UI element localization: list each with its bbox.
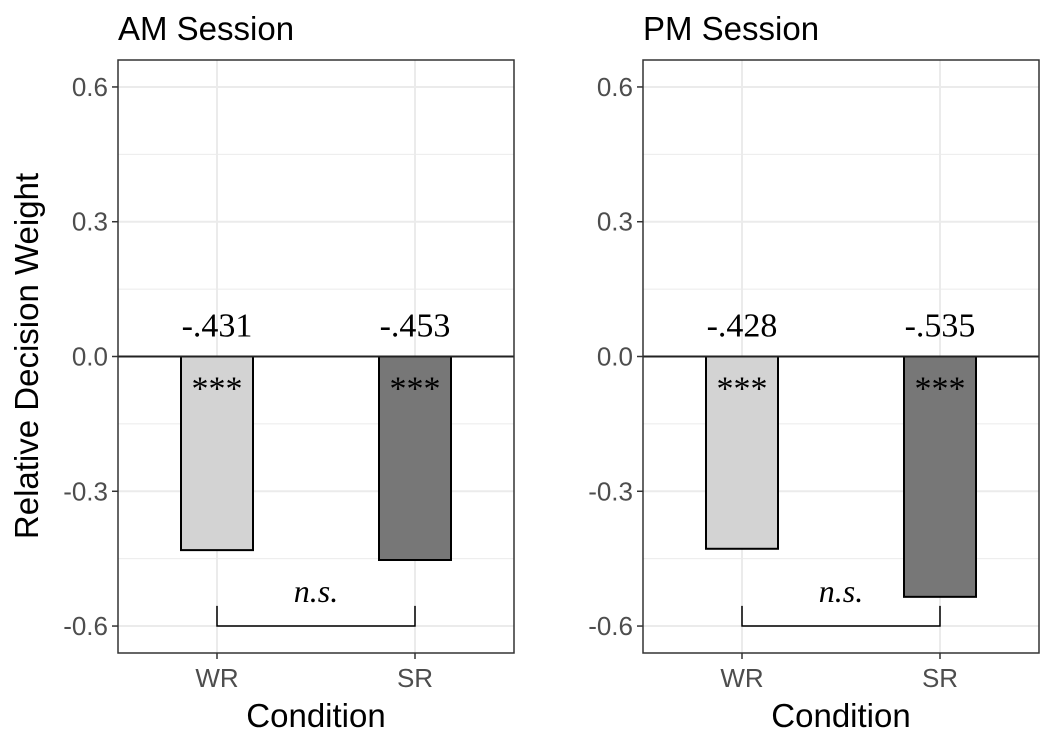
y-tick-label: -0.3 <box>63 476 108 506</box>
x-axis-label: Condition <box>771 697 910 734</box>
y-tick-label: 0.6 <box>72 72 108 102</box>
bar-sr <box>903 355 977 598</box>
y-tick-label: -0.6 <box>588 611 633 641</box>
significance-label: *** <box>390 371 441 408</box>
significance-label: *** <box>717 371 768 408</box>
value-label: -.453 <box>380 308 451 345</box>
x-tick-label: SR <box>922 663 958 693</box>
value-label: -.428 <box>707 308 778 345</box>
comparison-bracket <box>741 605 941 627</box>
x-tick-label: WR <box>720 663 763 693</box>
x-tick-label: SR <box>397 663 433 693</box>
y-tick-label: 0.0 <box>72 342 108 372</box>
y-axis-label: Relative Decision Weight <box>8 173 45 539</box>
bar-wr <box>705 355 779 550</box>
comparison-label: n.s. <box>294 573 338 609</box>
significance-label: *** <box>192 371 243 408</box>
value-label: -.535 <box>905 308 976 345</box>
y-tick-label: -0.6 <box>63 611 108 641</box>
panel-pm-session: PM Session -.428 -.535 *** *** n.s. 0.6 0.3 0.0 -… <box>588 10 1040 734</box>
y-tick-label: 0.6 <box>597 72 633 102</box>
y-tick-label: 0.3 <box>597 207 633 237</box>
panel-am-session: AM Session -.431 -.453 *** *** n.s. 0.6 0.3 0.0 -… <box>63 10 515 734</box>
comparison-label: n.s. <box>819 573 863 609</box>
panel-title: AM Session <box>118 10 294 47</box>
bar-wr <box>180 355 254 552</box>
y-tick-label: -0.3 <box>588 476 633 506</box>
value-label: -.431 <box>182 308 253 345</box>
x-tick-label: WR <box>195 663 238 693</box>
panel-title: PM Session <box>643 10 819 47</box>
y-tick-label: 0.0 <box>597 342 633 372</box>
y-tick-label: 0.3 <box>72 207 108 237</box>
bar-sr <box>378 355 452 562</box>
comparison-bracket <box>216 605 416 627</box>
significance-label: *** <box>915 371 966 408</box>
x-axis-label: Condition <box>246 697 385 734</box>
